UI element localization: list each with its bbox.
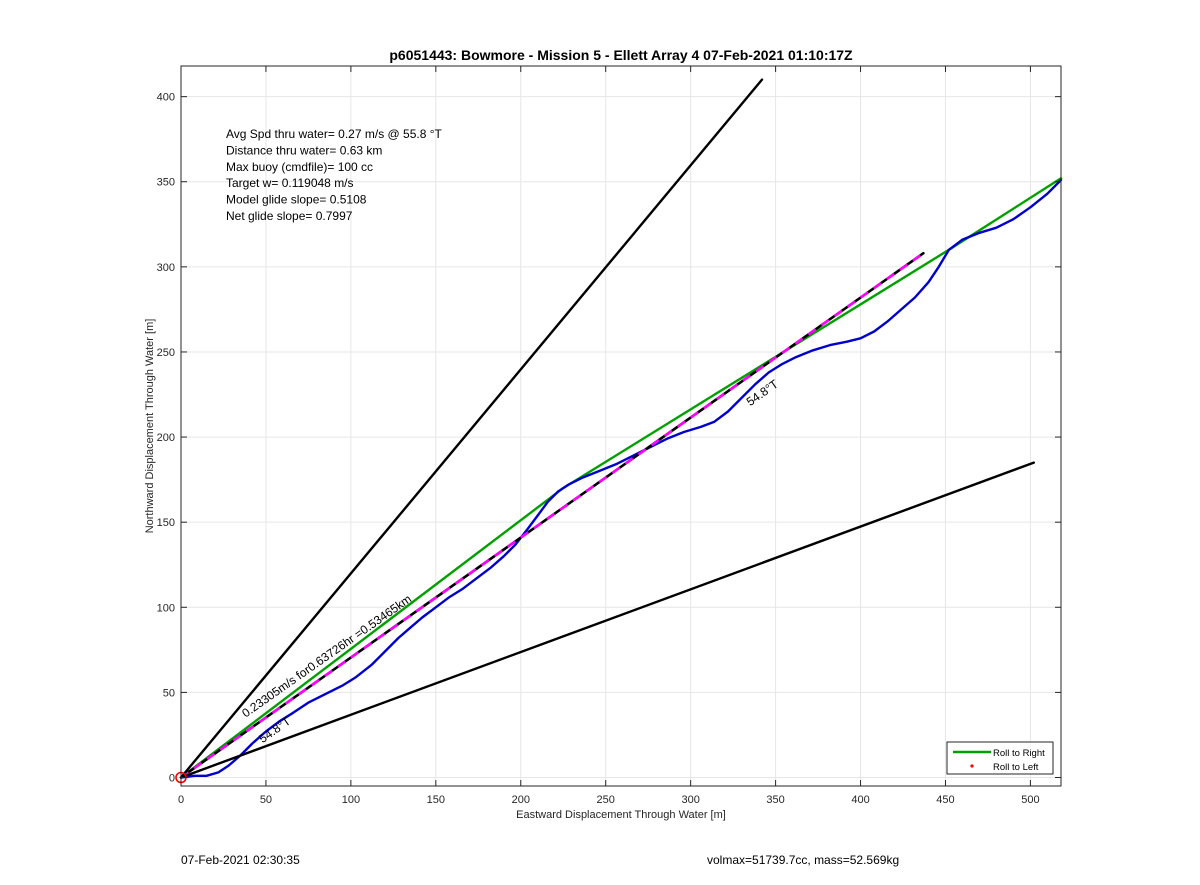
x-tick-label: 0 [178,794,184,806]
legend-swatch-dot [970,764,974,768]
series-line-1 [179,178,1063,779]
x-tick-label: 150 [427,794,445,806]
info-line: Distance thru water= 0.63 km [226,143,382,157]
info-line: Target w= 0.119048 m/s [226,176,354,190]
y-tick-label: 300 [157,262,175,274]
x-tick-label: 50 [260,794,272,806]
info-line: Model glide slope= 0.5108 [226,193,367,207]
ticks: 0 50 100 150 200 250 300 350 400 450 500 0 50 100 150 2… [157,66,1061,806]
legend-label: Roll to Left [993,762,1039,773]
x-tick-label: 250 [597,794,615,806]
info-line: Avg Spd thru water= 0.27 m/s @ 55.8 °T [226,127,443,141]
x-tick-label: 300 [681,794,699,806]
y-tick-label: 150 [157,517,175,529]
x-tick-label: 100 [342,794,360,806]
info-line: Max buoy (cmdfile)= 100 cc [226,160,373,174]
x-tick-label: 400 [851,794,869,806]
y-axis-label: Northward Displacement Through Water [m] [144,319,156,534]
x-tick-label: 500 [1021,794,1039,806]
legend: Roll to Right Roll to Left [946,741,1054,775]
series-line-4 [179,78,764,779]
y-tick-label: 250 [157,347,175,359]
series-group [175,78,1063,784]
chart-title: p6051443: Bowmore - Mission 5 - Ellett A… [389,47,853,63]
x-tick-label: 350 [766,794,784,806]
x-tick-label: 200 [512,794,530,806]
grid [180,66,1061,786]
footer-volmax-mass: volmax=51739.7cc, mass=52.569kg [707,853,900,867]
y-tick-label: 400 [157,92,175,104]
y-tick-label: 50 [163,687,175,699]
y-tick-label: 0 [169,772,175,784]
legend-label: Roll to Right [993,748,1045,759]
x-tick-label: 450 [936,794,954,806]
info-line: Net glide slope= 0.7997 [226,209,353,223]
series-line-3 [180,252,925,779]
info-text-block: Avg Spd thru water= 0.27 m/s @ 55.8 °T Di… [226,127,443,223]
x-axis-label: Eastward Displacement Through Water [m] [516,809,726,821]
legend-box [946,741,1054,775]
y-tick-label: 350 [157,177,175,189]
plot-frame [180,65,1062,787]
y-tick-label: 200 [157,432,175,444]
footer-timestamp: 07-Feb-2021 02:30:35 [181,853,300,867]
y-tick-label: 100 [157,602,175,614]
series-line-5 [179,461,1036,779]
series-line-0 [179,177,1063,779]
